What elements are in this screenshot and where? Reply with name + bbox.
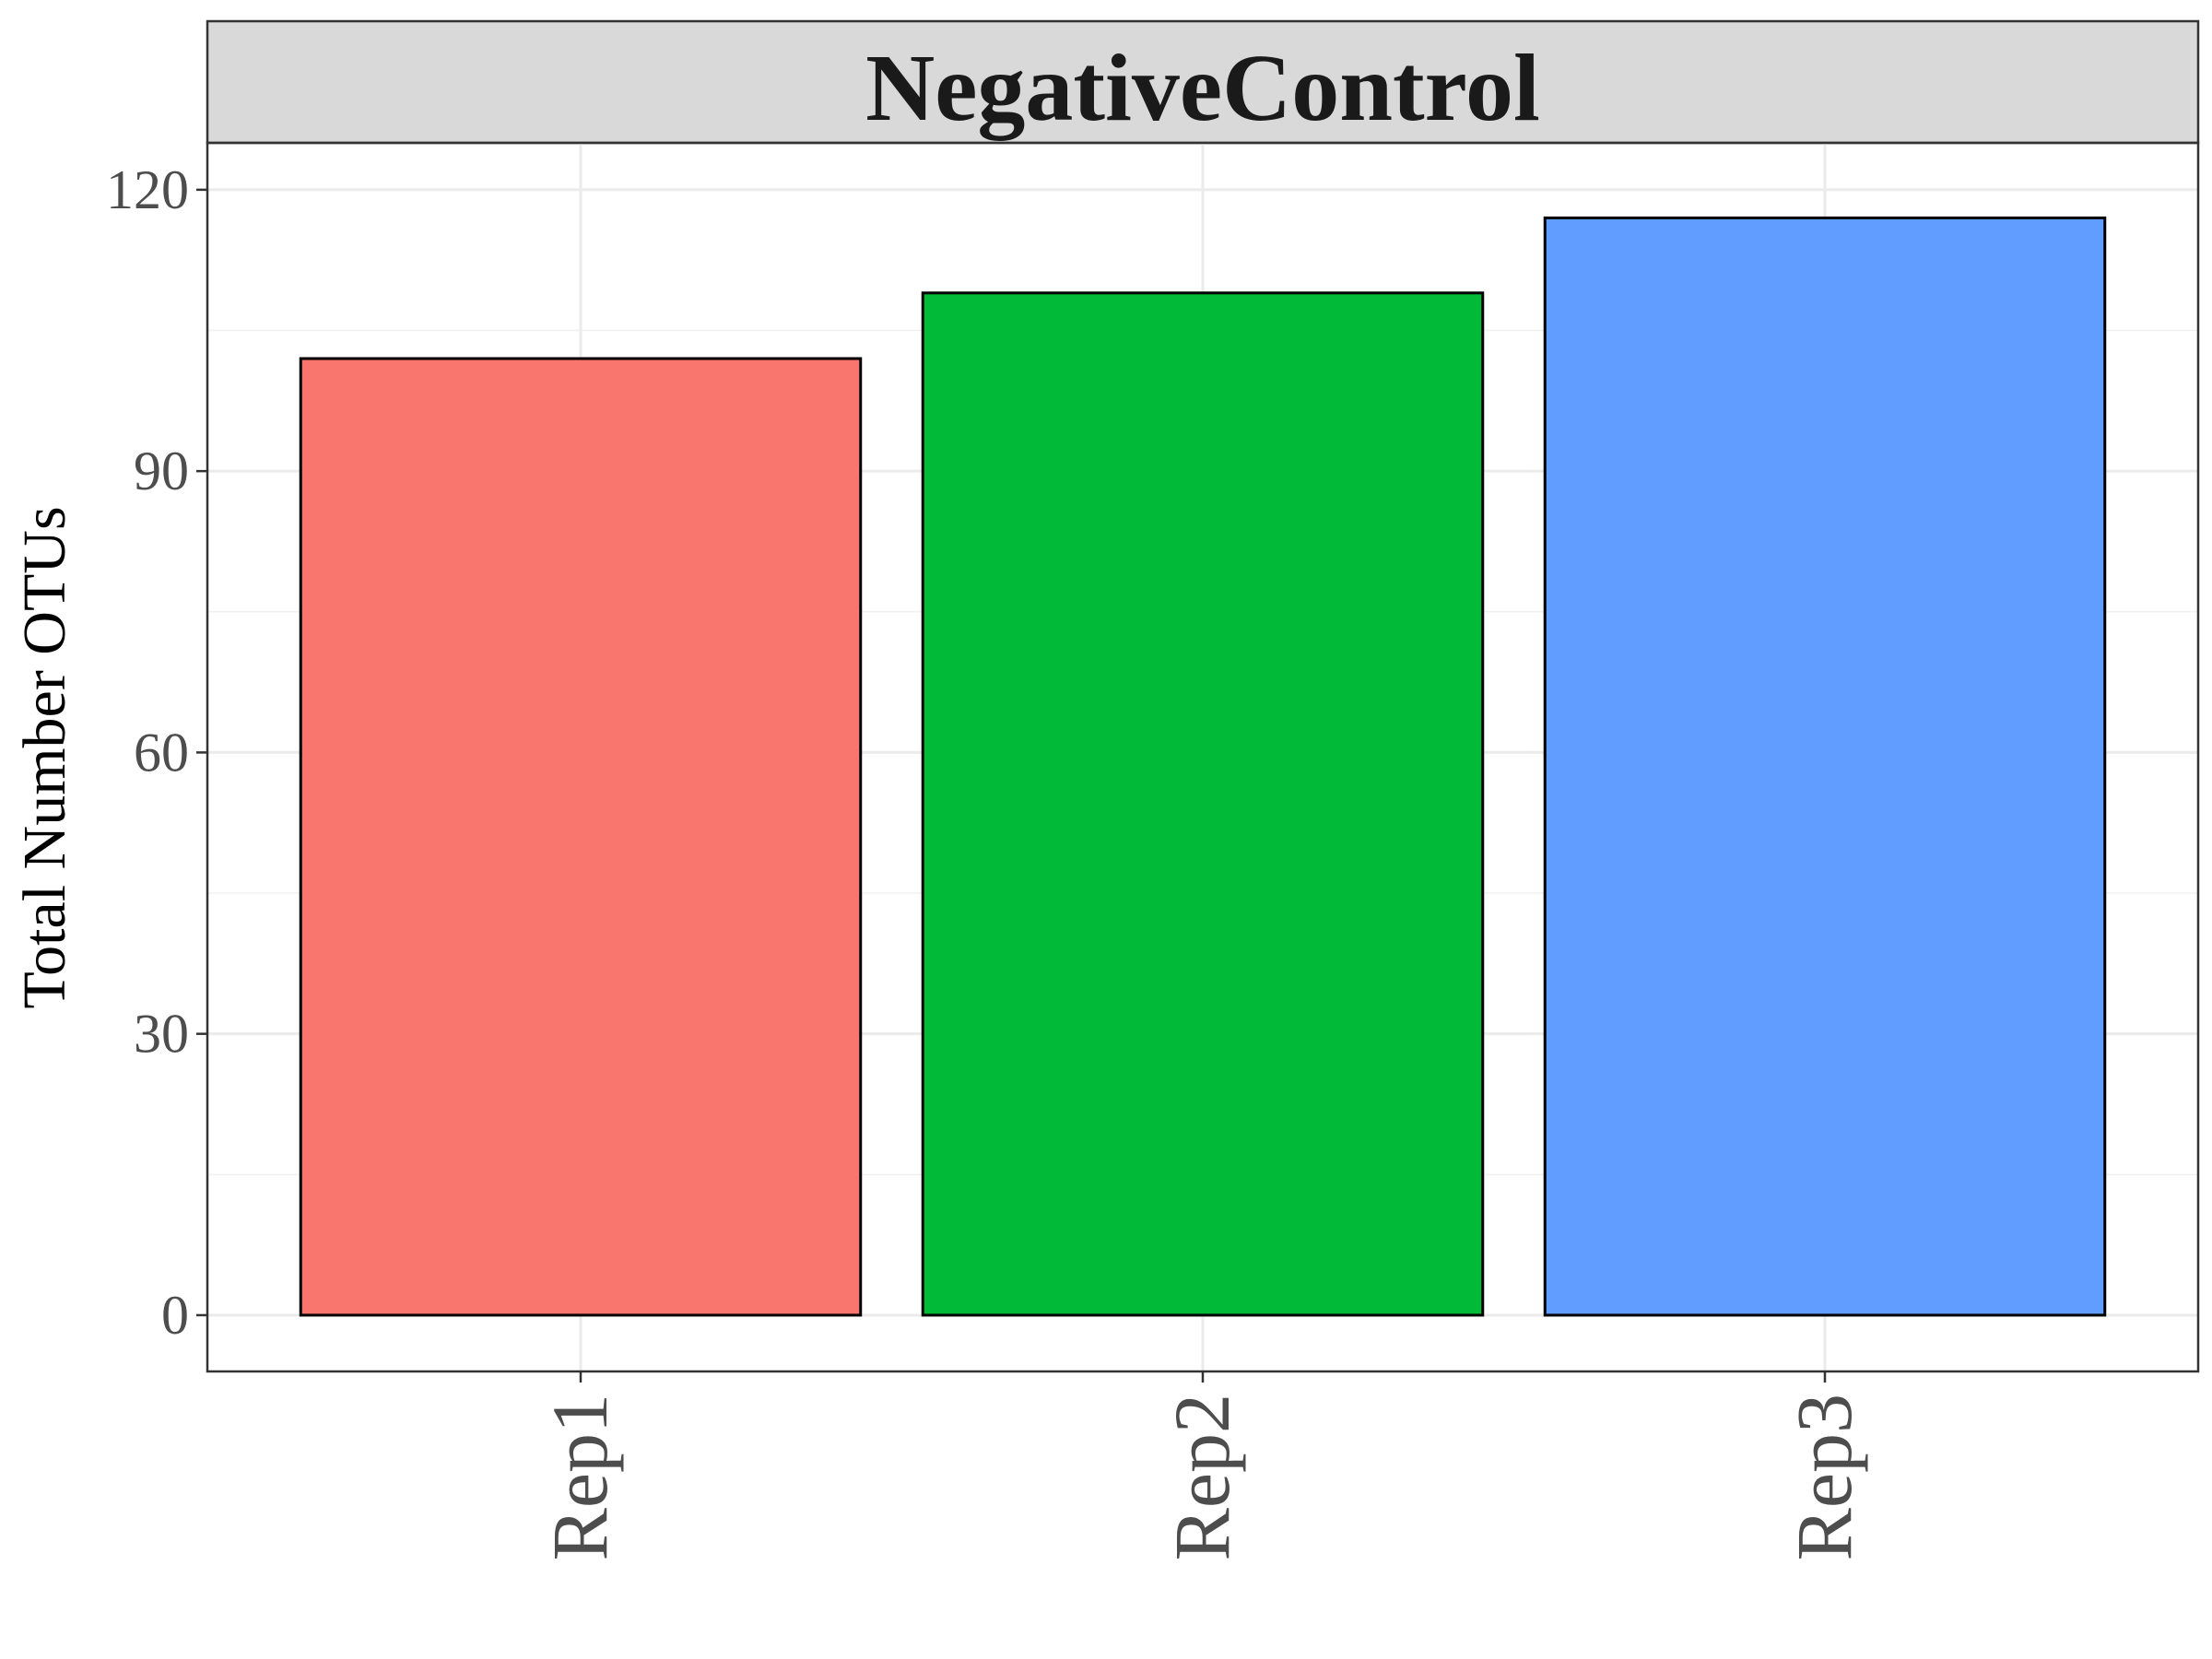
bars xyxy=(299,216,2107,1317)
y-tick-label: 90 xyxy=(134,441,189,501)
facet-strip-background xyxy=(206,19,2200,145)
x-axis: Rep1 Rep2 Rep3 xyxy=(535,1371,1868,1561)
x-tick-label-rep3: Rep3 xyxy=(1780,1394,1868,1561)
y-tick-label: 30 xyxy=(134,1004,189,1065)
y-tick-label: 0 xyxy=(161,1285,189,1346)
y-tick-label: 120 xyxy=(106,159,189,220)
panel xyxy=(206,141,2200,1373)
y-axis: 0 30 60 90 120 xyxy=(106,159,207,1346)
x-tick-label-rep1: Rep1 xyxy=(535,1394,624,1561)
y-axis-title: Total Number OTUs xyxy=(11,506,78,1008)
bar-rep3 xyxy=(1543,216,2107,1317)
bar-rep1 xyxy=(299,357,863,1317)
facet-strip: NegativeControl xyxy=(206,19,2200,145)
bar-rep2 xyxy=(921,291,1485,1317)
y-tick-label: 60 xyxy=(134,722,189,782)
facet-title: NegativeControl xyxy=(865,35,1540,141)
x-tick-label-rep2: Rep2 xyxy=(1158,1394,1246,1561)
